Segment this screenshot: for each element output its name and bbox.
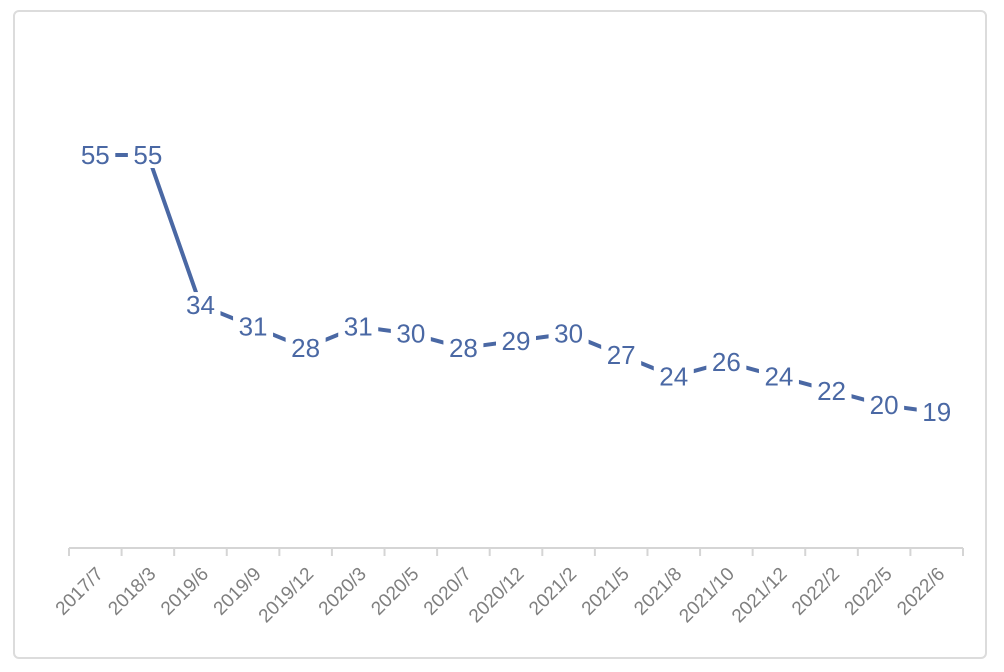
x-axis-label: 2021/5 <box>578 564 634 620</box>
x-axis-label: 2019/12 <box>255 564 318 627</box>
data-label-mask <box>758 363 799 390</box>
data-label: 29 <box>502 326 531 356</box>
data-label-mask <box>285 334 326 361</box>
data-label-mask <box>180 292 221 319</box>
data-label-mask <box>916 399 957 426</box>
data-label: 31 <box>344 311 373 341</box>
data-label: 26 <box>712 347 741 377</box>
x-axis-label: 2020/3 <box>315 564 371 620</box>
data-label: 24 <box>659 362 688 392</box>
data-label-mask <box>811 377 852 404</box>
data-label: 19 <box>922 397 951 427</box>
data-label-mask <box>548 320 589 347</box>
data-label: 22 <box>817 376 846 406</box>
x-axis-label: 2020/12 <box>465 564 528 627</box>
data-label: 27 <box>607 340 636 370</box>
data-label: 20 <box>870 390 899 420</box>
data-label-mask <box>390 320 431 347</box>
data-label: 30 <box>554 319 583 349</box>
data-label: 30 <box>396 319 425 349</box>
data-label: 34 <box>186 290 215 320</box>
data-label-mask <box>338 313 379 340</box>
data-label: 28 <box>449 333 478 363</box>
x-axis-label: 2022/2 <box>788 564 844 620</box>
x-axis-label: 2017/7 <box>52 564 108 620</box>
x-axis-label: 2021/10 <box>675 564 738 627</box>
series-line <box>93 153 939 415</box>
x-axis-label: 2022/5 <box>841 564 897 620</box>
data-label-mask <box>233 313 274 340</box>
x-axis-label: 2022/6 <box>893 564 949 620</box>
x-axis-label: 2021/2 <box>525 564 581 620</box>
data-label: 31 <box>239 311 268 341</box>
data-label-mask <box>653 363 694 390</box>
data-label-mask <box>864 392 905 419</box>
data-label-mask <box>601 342 642 369</box>
x-axis-label: 2020/5 <box>367 564 423 620</box>
data-label: 55 <box>133 140 162 170</box>
data-label-mask <box>75 142 116 168</box>
data-label-mask <box>496 327 536 354</box>
x-axis-label: 2019/6 <box>157 564 213 620</box>
x-axis-label: 2021/12 <box>728 564 791 627</box>
data-label-mask <box>706 349 747 376</box>
data-label: 28 <box>291 333 320 363</box>
data-label-mask <box>127 142 168 168</box>
data-label-mask <box>443 334 484 361</box>
data-label: 24 <box>764 362 793 392</box>
x-axis-label: 2018/3 <box>104 564 160 620</box>
data-label: 55 <box>81 140 110 170</box>
